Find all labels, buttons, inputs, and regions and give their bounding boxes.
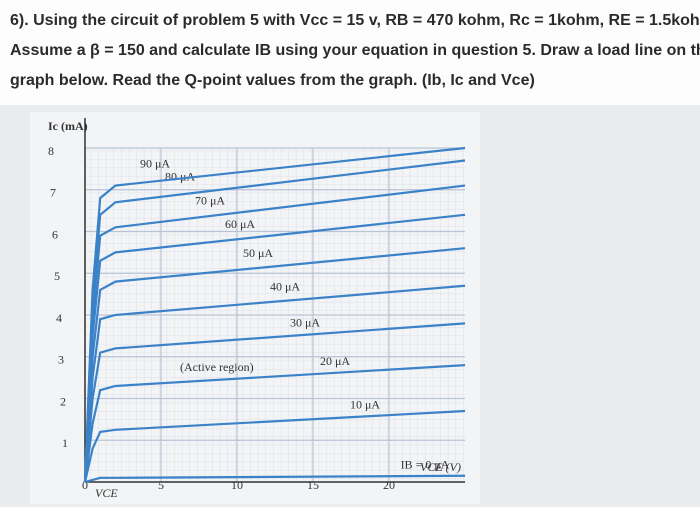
question-line: graph below. Read the Q-point values fro… [10, 72, 535, 89]
y-axis-title: Ic (mA) [48, 119, 88, 133]
ib-curve [83, 409, 466, 483]
curve-label: 60 μA [225, 217, 255, 231]
question-line: 6). Using the circuit of problem 5 with … [10, 12, 700, 29]
curve-label: 10 μA [350, 398, 380, 412]
curve-label: 40 μA [270, 279, 300, 293]
ib-curve [83, 146, 466, 483]
y-tick-label: 4 [56, 311, 62, 325]
curve-label: 70 μA [195, 193, 225, 207]
curve-label: IB = 0 μA [401, 458, 450, 472]
curve-label: 20 μA [320, 354, 350, 368]
y-tick-label: 6 [52, 227, 58, 241]
ib-curve [83, 364, 466, 483]
curve-label: 30 μA [290, 316, 320, 330]
x-tick-label: 15 [307, 478, 319, 492]
y-tick-label: 1 [62, 436, 68, 450]
y-tick-label: 7 [50, 186, 56, 200]
y-tick-label: 3 [58, 353, 64, 367]
annotation: VCE [95, 486, 118, 500]
ib-curve [84, 474, 466, 484]
x-tick-label: 5 [158, 478, 164, 492]
x-tick-label: 20 [383, 478, 395, 492]
curve-label: 50 μA [243, 246, 273, 260]
question-line: Assume a β = 150 and calculate IB using … [10, 42, 700, 59]
x-tick-label: 0 [82, 478, 88, 492]
annotation: (Active region) [180, 360, 254, 374]
x-tick-label: 10 [231, 478, 243, 492]
y-tick-label: 5 [54, 269, 60, 283]
y-tick-label: 8 [48, 144, 54, 158]
x-axis-title: VCE (V) [420, 460, 461, 474]
y-tick-label: 2 [60, 394, 66, 408]
curve-label: 90 μA [140, 156, 170, 170]
